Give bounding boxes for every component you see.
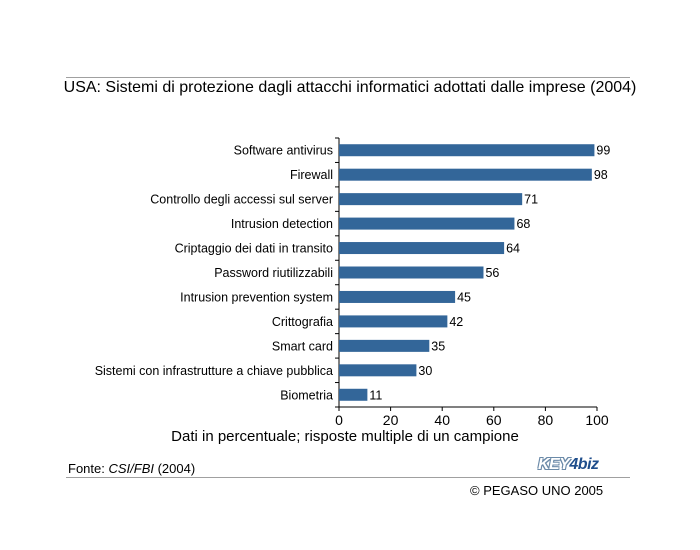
bar [339,242,505,255]
x-tick-label: 40 [434,412,450,428]
source-note: Fonte: CSI/FBI (2004) [68,461,195,476]
bottom-divider [66,477,630,478]
key4biz-logo: KEY4biz [538,456,599,474]
data-label: 35 [431,339,445,353]
data-label: 64 [506,242,520,256]
bar [339,339,430,352]
category-label: Biometria [280,388,333,402]
source-prefix: Fonte: [68,461,109,476]
category-label: Criptaggio dei dati in transito [175,242,333,256]
category-label: Controllo degli accessi sul server [150,193,333,207]
category-label: Intrusion prevention system [180,290,333,304]
bar [339,266,484,279]
data-label: 68 [516,217,530,231]
x-tick-label: 80 [538,412,554,428]
x-tick-label: 100 [585,412,609,428]
copyright-note: © PEGASO UNO 2005 [470,483,604,498]
chart-caption: Dati in percentuale; risposte multiple d… [171,428,519,445]
logo-right: 4biz [569,456,599,473]
source-year: (2004) [153,461,196,476]
x-tick-label: 60 [486,412,502,428]
data-label: 30 [418,364,432,378]
category-label: Firewall [290,168,333,182]
logo-left: KEY [538,456,570,473]
data-label: 71 [524,193,538,207]
x-tick-label: 0 [335,412,343,428]
category-label: Sistemi con infrastrutture a chiave pubb… [95,364,333,378]
bar [339,315,448,328]
data-label: 11 [369,388,382,402]
bar [339,193,523,206]
data-label: 42 [449,315,463,329]
data-label: 99 [596,144,610,158]
x-tick-label: 20 [383,412,399,428]
data-label: 98 [594,168,608,182]
bar [339,364,417,377]
top-divider [66,77,630,78]
category-label: Crittografia [272,315,333,329]
bar [339,388,368,401]
bar [339,217,515,230]
category-label: Smart card [272,339,333,353]
category-label: Software antivirus [234,144,333,158]
data-label: 45 [457,290,471,304]
data-label: 56 [485,266,499,280]
bar [339,168,592,181]
source-name: CSI/FBI [108,461,154,476]
bar [339,144,595,157]
category-label: Intrusion detection [231,217,333,231]
chart-title: USA: Sistemi di protezione dagli attacch… [63,79,637,96]
category-label: Password riutilizzabili [214,266,333,280]
bar [339,290,456,303]
